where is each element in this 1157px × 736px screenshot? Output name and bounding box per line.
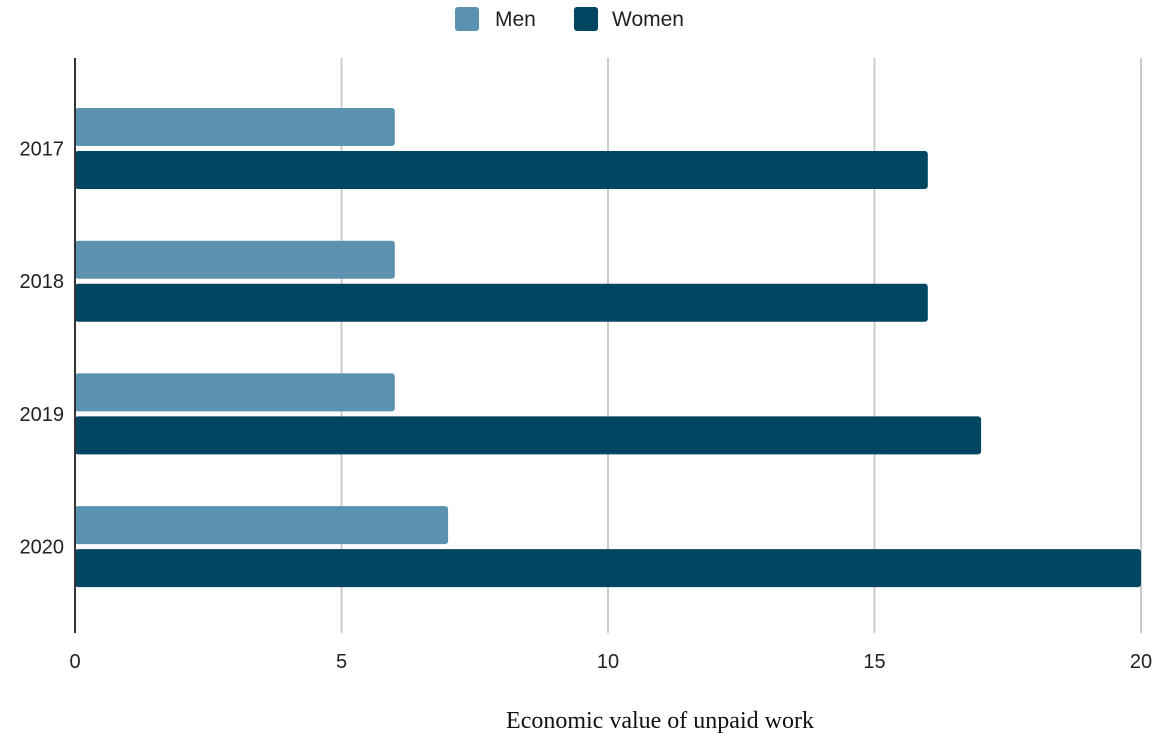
y-tick-label: 2018 [20,271,65,293]
y-axis-tick-labels: 2017 2018 2019 2020 [20,139,65,559]
bar-women-2019 [75,416,982,455]
x-axis-title: Economic value of unpaid work [506,708,814,734]
legend-swatch [574,7,598,31]
x-tick-label: 5 [336,651,347,673]
legend-item-men: Men [455,7,536,31]
chart-gridlines [340,58,1142,633]
x-tick-label: 10 [597,651,619,673]
bar-men-2020 [75,506,449,545]
bar-men-2018 [75,240,395,279]
bar-women-2018 [75,283,928,322]
x-tick-label: 15 [863,651,885,673]
x-tick-label: 0 [69,651,80,673]
x-tick-label: 20 [1130,651,1152,673]
y-tick-label: 2020 [20,537,65,559]
legend-label: Men [495,8,536,31]
bar-women-2017 [75,151,928,189]
bar-men-2019 [75,373,395,412]
legend-item-women: Women [574,7,684,31]
bar-men-2017 [75,108,395,146]
chart-bars [75,108,1141,588]
legend-swatch [455,7,479,31]
chart-legend: Men Women [455,7,684,31]
y-tick-label: 2019 [20,404,65,426]
legend-label: Women [612,8,684,31]
x-axis-tick-labels: 0 5 10 15 20 [69,651,1152,673]
bar-women-2020 [75,549,1141,588]
y-tick-label: 2017 [20,139,65,161]
